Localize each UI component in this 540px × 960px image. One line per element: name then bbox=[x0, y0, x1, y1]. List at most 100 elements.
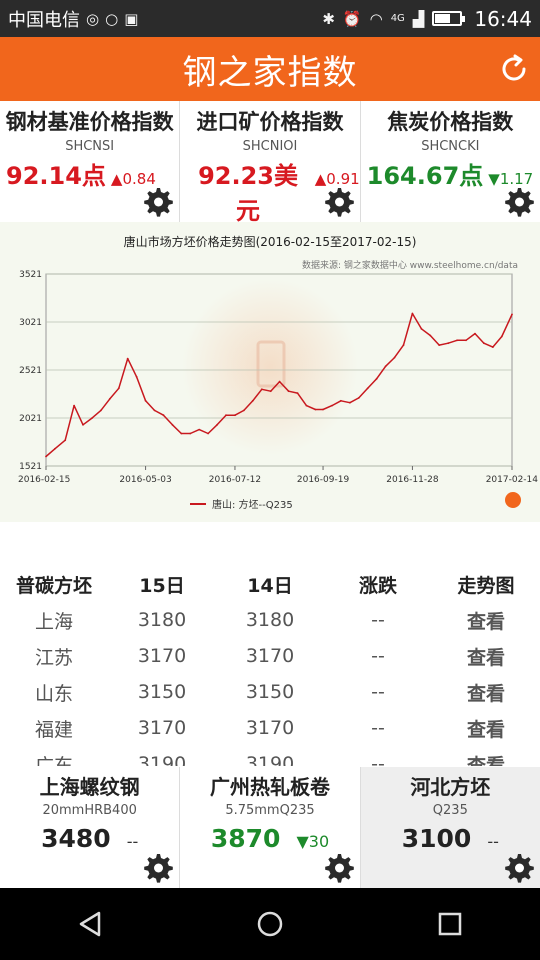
table-header: 普碳方坯 15日 14日 涨跌 走势图 bbox=[0, 566, 540, 602]
trend-link[interactable]: 查看 bbox=[466, 754, 505, 767]
gear-icon[interactable] bbox=[502, 852, 534, 884]
data-point bbox=[207, 432, 210, 435]
recents-icon[interactable] bbox=[435, 909, 465, 939]
change-cell: -- bbox=[371, 753, 385, 766]
data-point bbox=[465, 339, 467, 342]
system-nav-bar bbox=[0, 888, 540, 960]
product-change: -- bbox=[126, 832, 139, 851]
trend-link[interactable]: 查看 bbox=[466, 610, 505, 633]
trend-link[interactable]: 查看 bbox=[466, 682, 505, 705]
data-point bbox=[54, 447, 56, 450]
data-point bbox=[375, 377, 378, 380]
data-point bbox=[474, 332, 476, 335]
index-value: 164.67点 bbox=[366, 162, 484, 190]
trend-link[interactable]: 查看 bbox=[466, 646, 505, 669]
data-point bbox=[278, 380, 281, 383]
data-point bbox=[305, 404, 308, 407]
index-card-ore[interactable]: 进口矿价格指数 SHCNIOI 92.23美元 ▲0.91 bbox=[180, 101, 360, 225]
price-15-cell: 3170 bbox=[137, 717, 187, 739]
home-icon[interactable] bbox=[255, 909, 285, 939]
data-point bbox=[117, 387, 120, 390]
data-point bbox=[447, 342, 450, 345]
product-card-rebar[interactable]: 上海螺纹钢 20mmHRB400 3480 -- bbox=[0, 767, 180, 888]
data-point bbox=[189, 432, 192, 435]
data-point bbox=[402, 344, 405, 346]
gear-icon[interactable] bbox=[141, 852, 173, 884]
product-spec: 20mmHRB400 bbox=[42, 803, 137, 818]
region-cell: 广东 bbox=[34, 754, 73, 767]
data-point bbox=[135, 375, 138, 378]
watermark-logo bbox=[182, 279, 358, 455]
x-axis: 2016-02-15 2016-05-03 2016-07-12 2016-09-19… bbox=[18, 466, 538, 485]
gear-icon[interactable] bbox=[502, 186, 534, 218]
product-card-hotrolled[interactable]: 广州热轧板卷 5.75mmQ235 3870 ▼30 bbox=[180, 767, 360, 888]
region-cell: 江苏 bbox=[34, 646, 73, 669]
x-tick-label: 2017-02-14 bbox=[486, 475, 539, 485]
battery-icon bbox=[432, 11, 466, 26]
data-point bbox=[393, 356, 396, 359]
price-15-cell: 3180 bbox=[137, 609, 187, 631]
change-cell: -- bbox=[371, 645, 385, 667]
x-tick-label: 2016-11-28 bbox=[386, 475, 439, 485]
product-name: 河北方坯 bbox=[410, 775, 491, 799]
data-point bbox=[180, 432, 183, 435]
price-chart[interactable]: 唐山市场方坯价格走势图(2016-02-15至2017-02-15) 数据来源:… bbox=[0, 222, 540, 522]
index-card-coke[interactable]: 焦炭价格指数 SHCNCKI 164.67点 ▼1.17 bbox=[360, 101, 540, 222]
col-header: 14日 bbox=[247, 574, 293, 597]
index-card-steel[interactable]: 钢材基准价格指数 SHCNSI 92.14点 ▲0.84 bbox=[0, 101, 180, 222]
alarm-icon: ⏰ bbox=[342, 9, 362, 28]
gear-icon[interactable] bbox=[322, 852, 354, 884]
product-cards: 上海螺纹钢 20mmHRB400 3480 -- 广州热轧板卷 5.75mmQ2… bbox=[0, 767, 540, 888]
product-name: 广州热轧板卷 bbox=[209, 775, 330, 799]
price-14-cell: 3170 bbox=[245, 645, 295, 667]
x-tick-label: 2016-05-03 bbox=[119, 475, 171, 485]
product-change: -- bbox=[487, 832, 499, 851]
gear-icon[interactable] bbox=[141, 186, 173, 218]
product-name: 上海螺纹钢 bbox=[39, 775, 140, 799]
table-body: 上海 3180 3180 -- 查看 江苏 3170 3170 -- 查看 山东 3150 3150 --… bbox=[0, 602, 540, 766]
price-14-cell: 3180 bbox=[245, 609, 295, 631]
table-row: 上海 3180 3180 -- 查看 bbox=[0, 602, 540, 638]
y-tick-label: 1521 bbox=[19, 462, 42, 472]
col-header: 走势图 bbox=[457, 574, 515, 597]
table-row: 山东 3150 3150 -- 查看 bbox=[0, 674, 540, 710]
data-point bbox=[438, 344, 441, 346]
signal-icon: ▟ bbox=[412, 9, 425, 28]
image-icon: ▣ bbox=[124, 9, 139, 28]
data-point bbox=[511, 313, 513, 316]
data-point bbox=[349, 401, 351, 404]
y-tick-label: 2521 bbox=[19, 366, 42, 376]
index-name: 进口矿价格指数 bbox=[196, 110, 344, 134]
chart-series bbox=[45, 312, 513, 458]
legend-label: 唐山: 方坯--Q235 bbox=[212, 498, 293, 511]
data-point bbox=[144, 399, 147, 402]
region-cell: 山东 bbox=[34, 682, 73, 705]
data-point bbox=[100, 409, 102, 412]
product-spec: Q235 bbox=[432, 803, 468, 818]
data-point bbox=[491, 346, 494, 348]
data-point bbox=[82, 423, 84, 426]
product-card-billet[interactable]: 河北方坯 Q235 3100 -- bbox=[360, 767, 540, 888]
y-tick-label: 2021 bbox=[19, 414, 42, 424]
index-code: SHCNCKI bbox=[421, 139, 480, 154]
index-change: ▲0.91 bbox=[314, 170, 360, 188]
data-point bbox=[483, 342, 485, 345]
chart-dot-indicator[interactable] bbox=[505, 492, 521, 508]
back-icon[interactable] bbox=[75, 909, 105, 939]
bluetooth-icon: ✱ bbox=[322, 9, 335, 28]
trend-link[interactable]: 查看 bbox=[466, 718, 505, 741]
price-15-cell: 3170 bbox=[137, 645, 187, 667]
data-point bbox=[171, 423, 174, 426]
refresh-icon[interactable] bbox=[498, 53, 530, 85]
wifi-icon: ◠ bbox=[369, 9, 383, 28]
region-cell: 福建 bbox=[34, 718, 73, 741]
col-header: 15日 bbox=[139, 574, 185, 597]
data-point bbox=[314, 408, 317, 411]
data-point bbox=[251, 399, 254, 402]
change-cell: -- bbox=[371, 681, 385, 703]
network-label: 4G bbox=[390, 13, 405, 24]
status-bar: 中国电信 ◎ ○ ▣ ✱ ⏰ ◠ 4G ▟ 16:44 bbox=[0, 0, 540, 37]
page-title: 钢之家指数 bbox=[182, 52, 358, 93]
gear-icon[interactable] bbox=[322, 186, 354, 218]
index-value: 92.14点 bbox=[6, 162, 106, 190]
